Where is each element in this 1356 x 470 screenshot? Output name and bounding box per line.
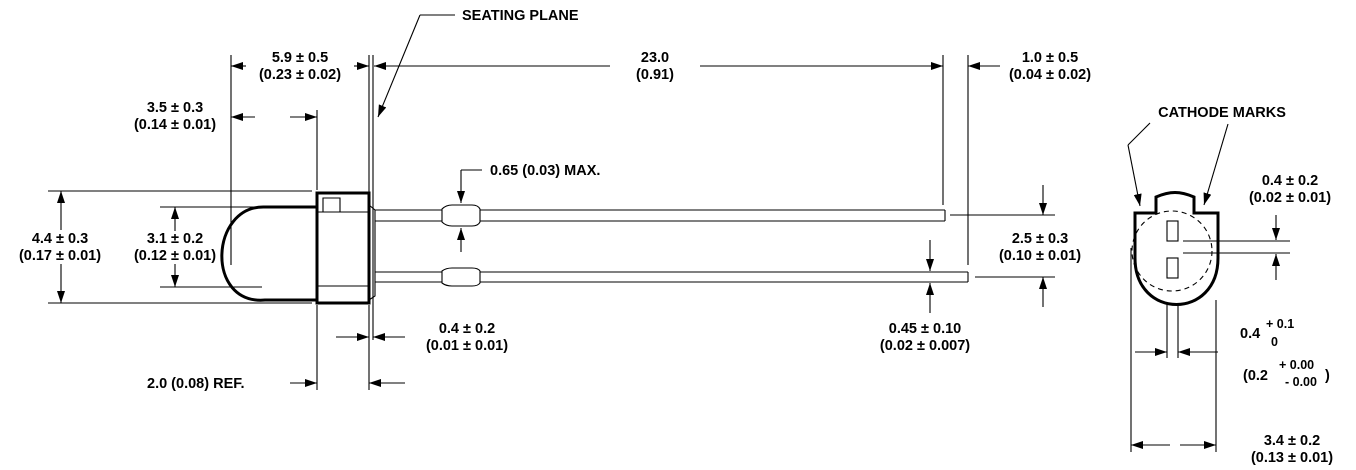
cathode-marks-callout: CATHODE MARKS (1127, 105, 1286, 207)
svg-text:0.4: 0.4 (1240, 326, 1260, 342)
dim-0-4-lead: 0.4 + 0.1 0 (0.2 + 0.00 - 0.00 ) (1135, 317, 1330, 389)
dim-3-1: 3.1 ± 0.2 (0.12 ± 0.01) (134, 207, 216, 287)
svg-text:(0.02 ± 0.007): (0.02 ± 0.007) (880, 338, 970, 354)
svg-text:5.9 ± 0.5: 5.9 ± 0.5 (272, 50, 328, 66)
svg-text:(0.02 ± 0.01): (0.02 ± 0.01) (1249, 190, 1331, 206)
dim-0-65: 0.65 (0.03) MAX. (457, 163, 600, 252)
dim-2-5: 2.5 ± 0.3 (0.10 ± 0.01) (999, 185, 1081, 307)
svg-text:- 0.00: - 0.00 (1285, 375, 1317, 389)
svg-text:(0.01 ± 0.01): (0.01 ± 0.01) (426, 338, 508, 354)
lead-lower (375, 267, 969, 287)
svg-text:0: 0 (1271, 335, 1278, 349)
svg-text:(0.23 ± 0.02): (0.23 ± 0.02) (259, 67, 341, 83)
dim-23-0: 23.0 (0.91) (374, 50, 943, 83)
dim-0-4-mark: 0.4 ± 0.2 (0.02 ± 0.01) (1249, 173, 1331, 280)
svg-text:+ 0.00: + 0.00 (1279, 358, 1314, 372)
dim-3-4: 3.4 ± 0.2 (0.13 ± 0.01) (1131, 433, 1333, 466)
lead-upper (375, 204, 946, 227)
svg-text:(0.17 ± 0.01): (0.17 ± 0.01) (19, 248, 101, 264)
svg-text:): ) (1325, 368, 1330, 384)
dim-3-5: 3.5 ± 0.3 (0.14 ± 0.01) (134, 100, 317, 133)
svg-text:(0.2: (0.2 (1243, 368, 1268, 384)
svg-text:(0.04 ± 0.02): (0.04 ± 0.02) (1009, 67, 1091, 83)
side-view (48, 55, 1055, 390)
dim-2-0-ref: 2.0 (0.08) REF. (147, 376, 405, 392)
svg-text:0.4 ± 0.2: 0.4 ± 0.2 (1262, 173, 1318, 189)
dim-1-0: 1.0 ± 0.5 (0.04 ± 0.02) (968, 50, 1091, 83)
package-body (315, 191, 371, 305)
svg-text:0.45 ± 0.10: 0.45 ± 0.10 (889, 321, 961, 337)
dim-5-9: 5.9 ± 0.5 (0.23 ± 0.02) (231, 50, 369, 83)
seating-plane-label: SEATING PLANE (462, 8, 579, 24)
svg-text:2.0 (0.08) REF.: 2.0 (0.08) REF. (147, 376, 245, 392)
cathode-marks-label: CATHODE MARKS (1158, 105, 1286, 121)
svg-text:23.0: 23.0 (641, 50, 669, 66)
svg-text:4.4 ± 0.3: 4.4 ± 0.3 (32, 231, 88, 247)
end-view-dome-circle (1131, 210, 1213, 292)
seating-plane-callout: SEATING PLANE (377, 8, 579, 118)
svg-text:(0.91): (0.91) (636, 67, 674, 83)
svg-text:3.1 ± 0.2: 3.1 ± 0.2 (147, 231, 203, 247)
svg-text:1.0 ± 0.5: 1.0 ± 0.5 (1022, 50, 1078, 66)
svg-text:2.5 ± 0.3: 2.5 ± 0.3 (1012, 231, 1068, 247)
end-view-outline (1133, 191, 1220, 306)
svg-text:0.65 (0.03) MAX.: 0.65 (0.03) MAX. (490, 163, 600, 179)
svg-text:(0.13 ± 0.01): (0.13 ± 0.01) (1251, 450, 1333, 466)
svg-text:(0.12 ± 0.01): (0.12 ± 0.01) (134, 248, 216, 264)
svg-text:3.4 ± 0.2: 3.4 ± 0.2 (1264, 433, 1320, 449)
svg-text:(0.10 ± 0.01): (0.10 ± 0.01) (999, 248, 1081, 264)
svg-text:0.4 ± 0.2: 0.4 ± 0.2 (439, 321, 495, 337)
svg-text:+ 0.1: + 0.1 (1266, 317, 1294, 331)
svg-text:3.5 ± 0.3: 3.5 ± 0.3 (147, 100, 203, 116)
end-view (1130, 191, 1290, 452)
svg-text:(0.14 ± 0.01): (0.14 ± 0.01) (134, 117, 216, 133)
dim-0-4-seating: 0.4 ± 0.2 (0.01 ± 0.01) (336, 321, 508, 354)
dim-0-45: 0.45 ± 0.10 (0.02 ± 0.007) (880, 240, 970, 354)
dim-4-4: 4.4 ± 0.3 (0.17 ± 0.01) (19, 191, 101, 303)
lens-dome (220, 205, 317, 302)
